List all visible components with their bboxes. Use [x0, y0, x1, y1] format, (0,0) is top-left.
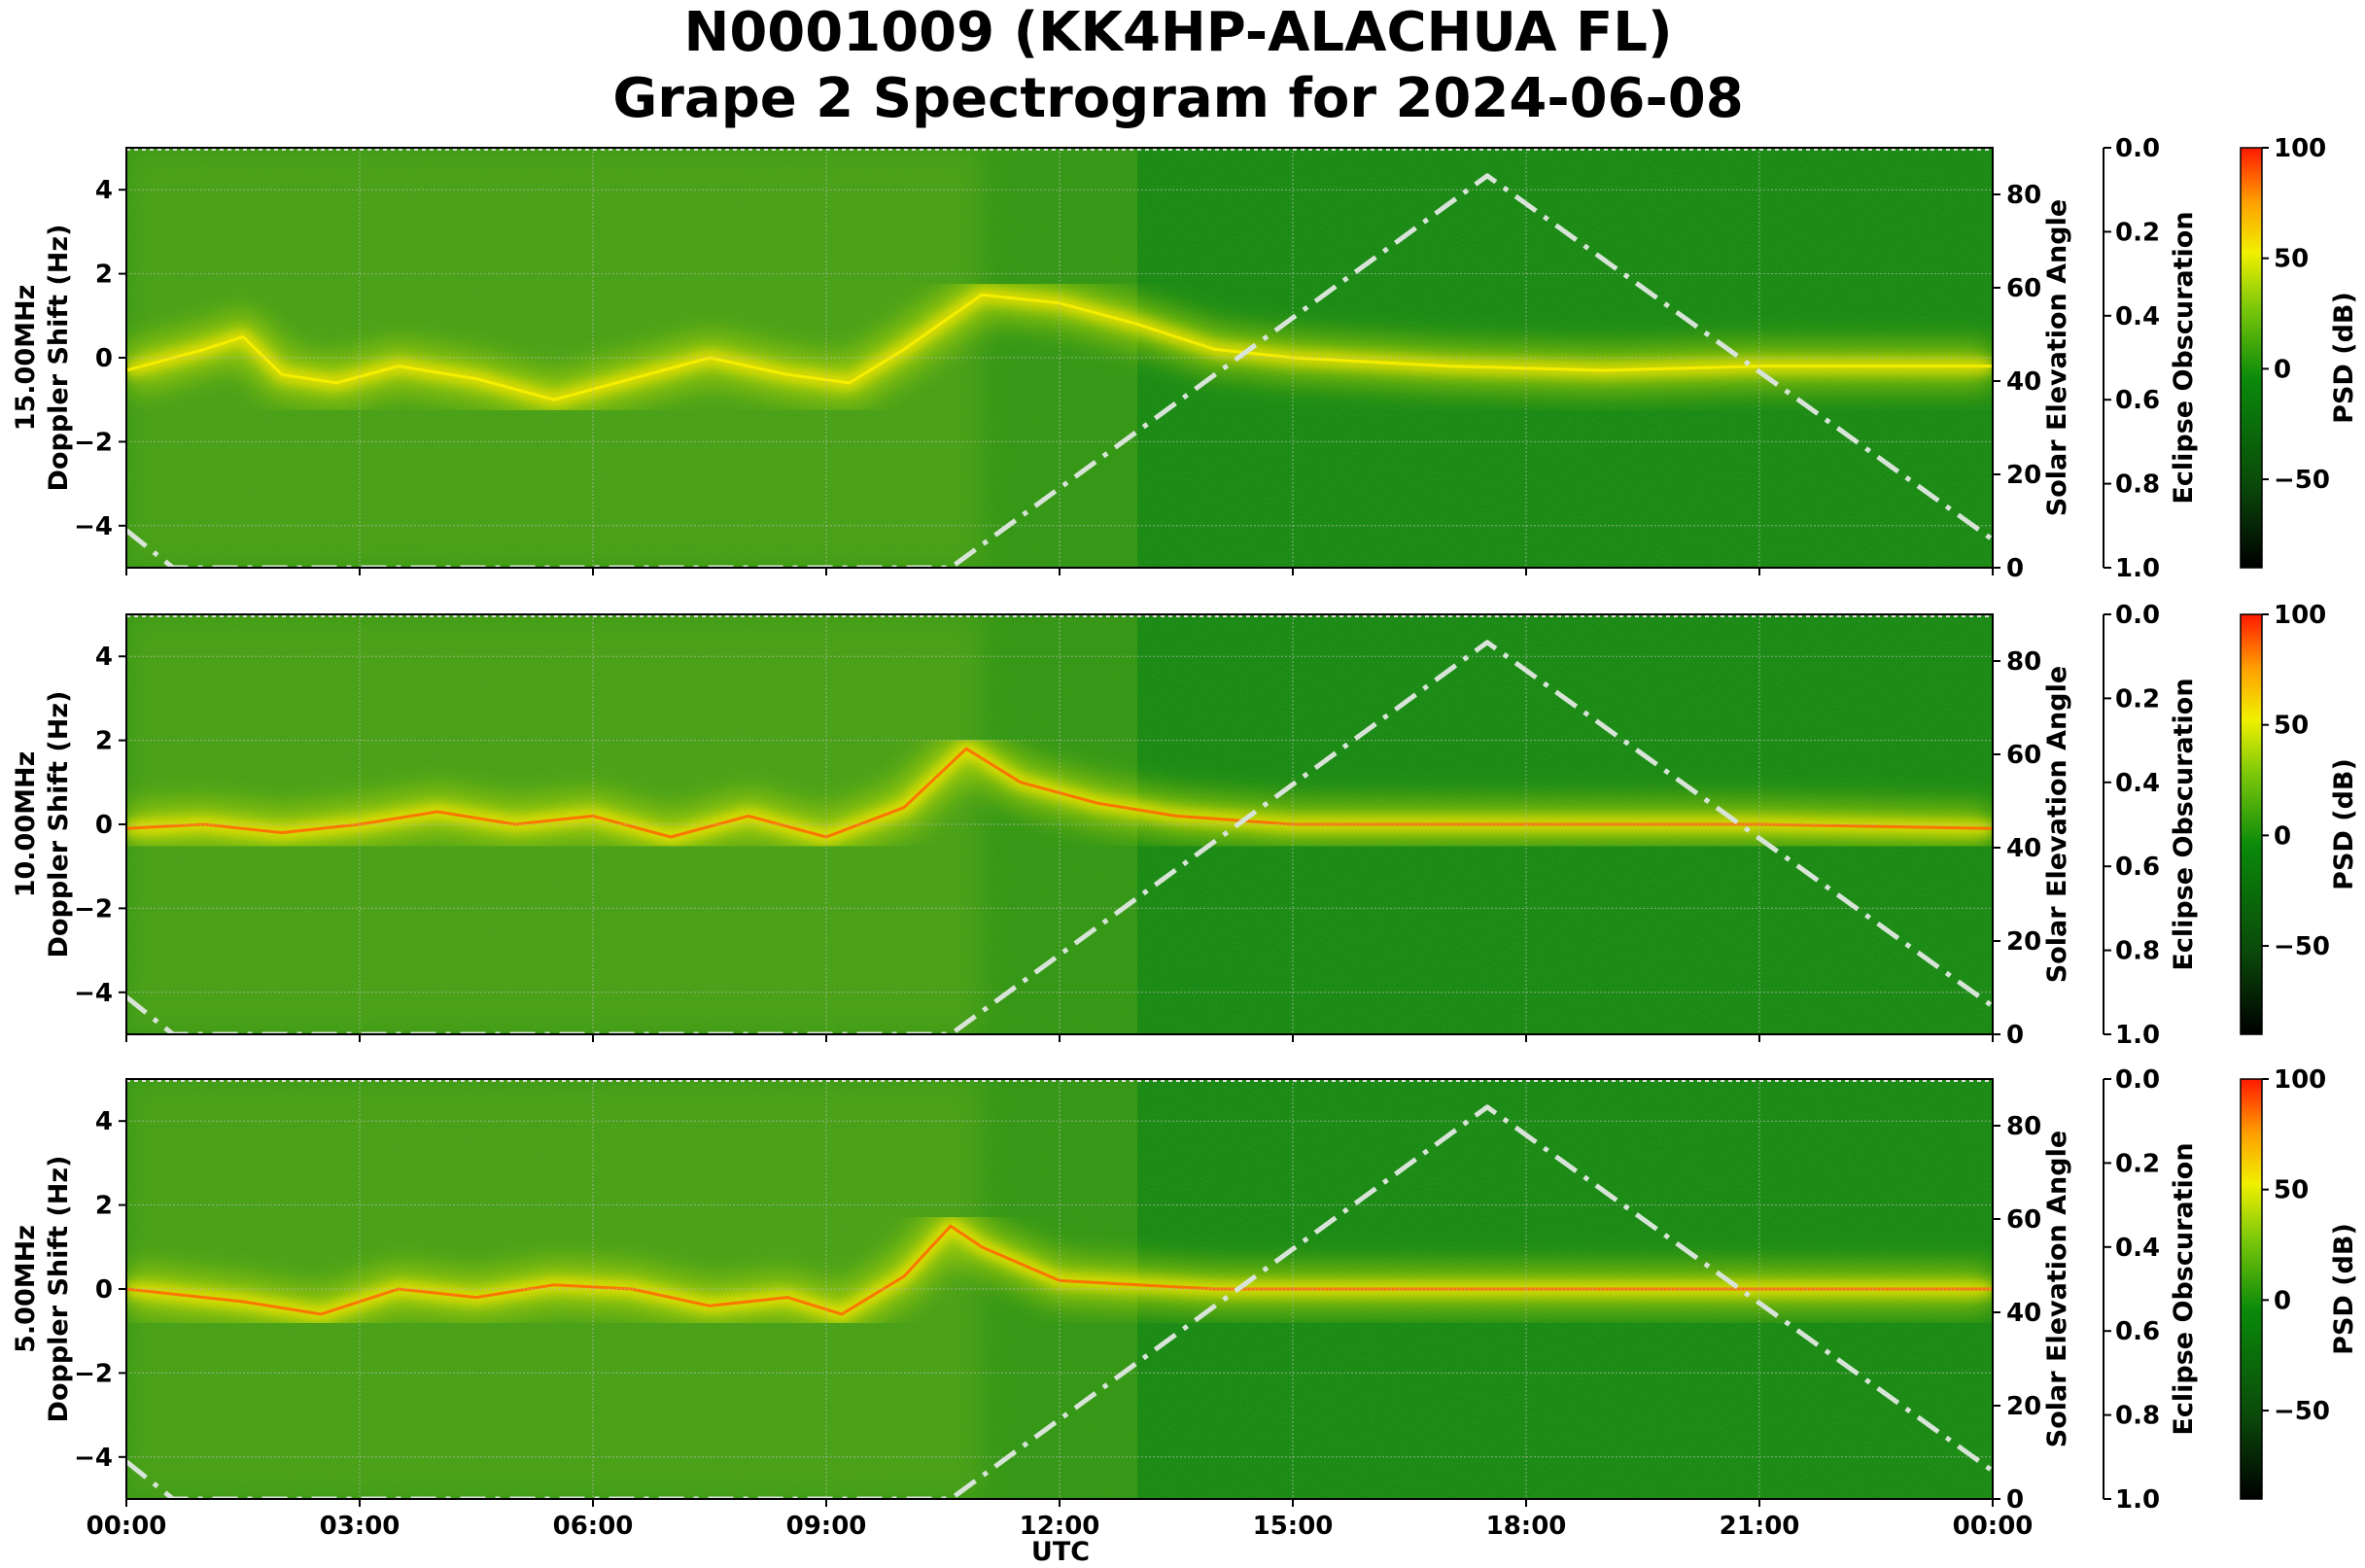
elevation-tick-label: 20 [2006, 927, 2041, 957]
solar-elevation-curve [126, 1104, 1993, 1499]
obscuration-tick-label: 0.4 [2115, 302, 2160, 331]
elevation-tick-label: 80 [2006, 1112, 2041, 1141]
y-axis-label: 15.00MHz Doppler Shift (Hz) [11, 225, 74, 492]
y-tick-label: 4 [95, 176, 113, 205]
psd-colorbar [2240, 147, 2263, 569]
colorbar-tick-label: 50 [2274, 1176, 2309, 1205]
obscuration-tick-label: 0.0 [2115, 601, 2160, 630]
elevation-tick-label: 80 [2006, 647, 2041, 677]
y-tick-label: −4 [74, 1444, 113, 1473]
obscuration-tick-label: 0.2 [2115, 684, 2160, 714]
psd-colorbar [2240, 1078, 2263, 1500]
x-tick-label: 06:00 [553, 1512, 634, 1541]
obscuration-tick-label: 0.6 [2115, 1317, 2160, 1346]
colorbar-tick-label: 100 [2274, 134, 2326, 163]
x-tick-label: 09:00 [786, 1512, 867, 1541]
elevation-tick-label: 60 [2006, 741, 2041, 770]
obscuration-tick-label: 1.0 [2115, 554, 2160, 583]
y-tick-label: 2 [95, 261, 113, 290]
y-tick-label: 0 [95, 1275, 113, 1305]
obscuration-tick-label: 1.0 [2115, 1485, 2160, 1515]
panel-1: −4 −2 0 2 4 15.00MHz Doppler Shift (Hz) 0 20 40 60… [11, 134, 2359, 583]
colorbar-label: PSD (dB) [2329, 758, 2359, 890]
obscuration-tick-label: 0.0 [2115, 134, 2160, 163]
x-tick-label: 18:00 [1486, 1512, 1567, 1541]
obscuration-tick-label: 0.4 [2115, 769, 2160, 798]
obscuration-tick-label: 0.2 [2115, 1149, 2160, 1178]
spectrogram-plot-area [126, 148, 1993, 568]
obscuration-axis-label: Eclipse Obscuration [2169, 211, 2199, 504]
panel-2: −4 −2 0 2 4 10.00MHz Doppler Shift (Hz) 0 20 40 60… [11, 601, 2359, 1050]
colorbar-tick-label: −50 [2274, 466, 2330, 495]
obscuration-tick-label: 0.8 [2115, 937, 2160, 966]
elevation-tick-label: 60 [2006, 1205, 2041, 1235]
colorbar-label: PSD (dB) [2329, 292, 2359, 424]
colorbar-tick-label: 100 [2274, 601, 2326, 630]
panel-3: −4 −2 0 2 4 5.00MHz Doppler Shift (Hz) 0 20 40 60 8… [11, 1065, 2359, 1541]
y-tick-label: 0 [95, 811, 113, 840]
y-tick-label: −2 [74, 894, 113, 923]
y-axis-label: 5.00MHz Doppler Shift (Hz) [11, 1156, 74, 1423]
y-axis-label: 10.00MHz Doppler Shift (Hz) [11, 691, 74, 958]
y-tick-label: −2 [74, 1359, 113, 1388]
psd-colorbar [2240, 613, 2263, 1035]
elevation-tick-label: 0 [2006, 1485, 2024, 1515]
elevation-axis-label: Solar Elevation Angle [2042, 1131, 2072, 1447]
elevation-tick-label: 40 [2006, 1299, 2041, 1328]
obscuration-tick-label: 0.8 [2115, 1402, 2160, 1431]
colorbar-tick-label: 100 [2274, 1065, 2326, 1095]
obscuration-tick-label: 0.8 [2115, 470, 2160, 500]
y-tick-label: 4 [95, 1107, 113, 1136]
x-tick-label: 21:00 [1720, 1512, 1800, 1541]
elevation-tick-label: 20 [2006, 1392, 2041, 1421]
obscuration-tick-label: 0.6 [2115, 853, 2160, 882]
obscuration-tick-label: 0.6 [2115, 386, 2160, 415]
y-tick-label: 2 [95, 1192, 113, 1221]
colorbar-tick-label: −50 [2274, 932, 2330, 961]
colorbar-tick-label: 50 [2274, 245, 2309, 274]
obscuration-tick-label: 0.0 [2115, 1065, 2160, 1095]
x-tick-label: 15:00 [1253, 1512, 1334, 1541]
y-tick-label: 0 [95, 344, 113, 373]
obscuration-tick-label: 0.4 [2115, 1234, 2160, 1263]
x-tick-label: 12:00 [1020, 1512, 1100, 1541]
colorbar-tick-label: 0 [2274, 821, 2291, 851]
y-tick-label: −4 [74, 512, 113, 541]
solar-elevation-curve [126, 173, 1993, 568]
elevation-tick-label: 40 [2006, 367, 2041, 397]
obscuration-tick-label: 0.2 [2115, 218, 2160, 247]
colorbar-tick-label: −50 [2274, 1397, 2330, 1426]
elevation-tick-label: 80 [2006, 181, 2041, 210]
obscuration-axis-label: Eclipse Obscuration [2169, 678, 2199, 970]
x-tick-label: 00:00 [1953, 1512, 2034, 1541]
elevation-axis-label: Solar Elevation Angle [2042, 666, 2072, 983]
figure-title-line2: Grape 2 Spectrogram for 2024-06-08 [612, 67, 1743, 130]
y-tick-label: −2 [74, 428, 113, 457]
elevation-tick-label: 0 [2006, 554, 2024, 583]
elevation-tick-label: 0 [2006, 1021, 2024, 1050]
colorbar-tick-label: 0 [2274, 1286, 2291, 1315]
spectrogram-plot-area [126, 1079, 1993, 1499]
y-tick-label: −4 [74, 979, 113, 1008]
x-axis-label: UTC [1031, 1537, 1090, 1567]
y-tick-label: 4 [95, 643, 113, 672]
obscuration-tick-label: 1.0 [2115, 1021, 2160, 1050]
colorbar-label: PSD (dB) [2329, 1223, 2359, 1355]
elevation-axis-label: Solar Elevation Angle [2042, 199, 2072, 516]
colorbar-tick-label: 0 [2274, 355, 2291, 384]
doppler-trace [126, 293, 1993, 401]
x-tick-label: 00:00 [87, 1512, 167, 1541]
elevation-tick-label: 20 [2006, 461, 2041, 490]
figure-title-line1: N0001009 (KK4HP-ALACHUA FL) [683, 1, 1672, 64]
spectrogram-plot-area [126, 614, 1993, 1034]
x-tick-label: 03:00 [320, 1512, 400, 1541]
elevation-tick-label: 60 [2006, 274, 2041, 303]
obscuration-axis-label: Eclipse Obscuration [2169, 1142, 2199, 1435]
colorbar-tick-label: 50 [2274, 712, 2309, 741]
solar-elevation-curve [126, 640, 1993, 1034]
y-tick-label: 2 [95, 727, 113, 756]
elevation-tick-label: 40 [2006, 834, 2041, 863]
